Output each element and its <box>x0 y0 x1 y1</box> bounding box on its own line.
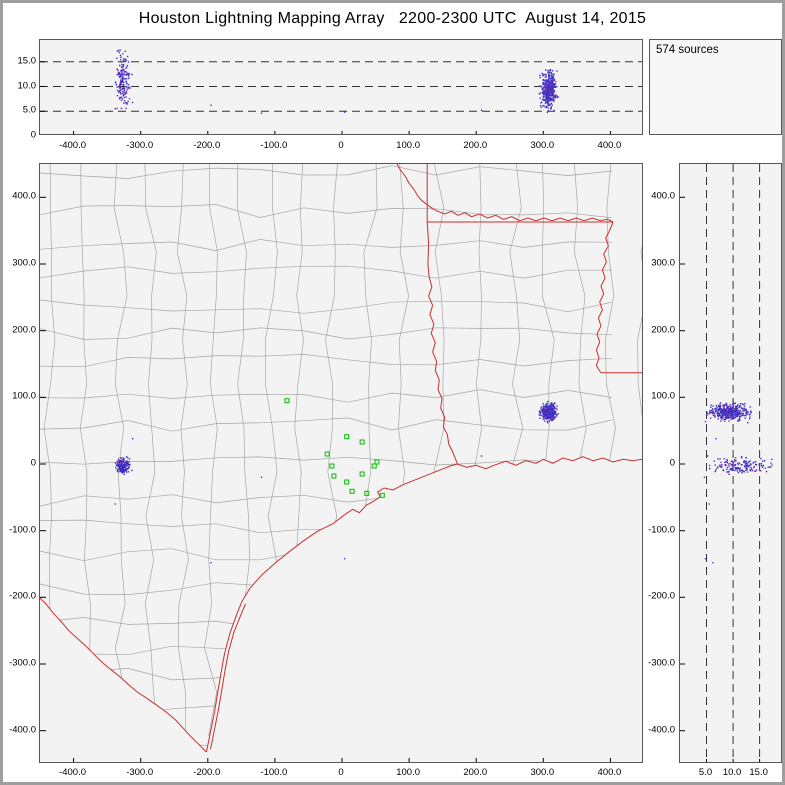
axis-tick-label: 100.0 <box>651 390 675 402</box>
axis-tick-label: -400.0 <box>59 140 87 151</box>
plan-view-map-canvas <box>40 164 642 762</box>
axis-tick-label: 10.0 <box>17 80 37 91</box>
axis-tick-label: -300.0 <box>126 140 154 151</box>
axis-tick-label: 300.0 <box>530 767 555 778</box>
altitude-ew-panel <box>39 39 643 135</box>
axis-tick-label: 5.0 <box>22 104 36 116</box>
axis-tick-label: -100.0 <box>9 524 36 536</box>
axis-tick-label: -200.0 <box>9 590 36 602</box>
axis-tick-label: 200.0 <box>463 767 488 778</box>
axis-tick-label: 15.0 <box>749 767 768 778</box>
axis-tick-label: 0 <box>30 457 36 469</box>
axis-tick-label: -200.0 <box>648 590 675 602</box>
plan-view-map-panel <box>39 163 643 763</box>
axis-tick-label: -400.0 <box>59 767 87 778</box>
axis-tick-label: -300.0 <box>126 767 154 778</box>
axis-tick-label: 0 <box>669 457 675 469</box>
page-title: Houston Lightning Mapping Array 2200-230… <box>138 10 647 27</box>
axis-tick-label: -300.0 <box>9 657 36 669</box>
axis-tick-label: 300.0 <box>651 257 675 269</box>
axis-tick-label: 5.0 <box>698 767 713 778</box>
axis-tick-label: 200.0 <box>651 324 675 336</box>
axis-tick-label: -400.0 <box>648 724 675 736</box>
axis-tick-label: 300.0 <box>530 140 555 151</box>
altitude-ew-canvas <box>40 49 642 134</box>
altitude-ns-canvas <box>680 164 773 762</box>
axis-tick-label: -200.0 <box>193 140 221 151</box>
axis-tick-label: 100.0 <box>396 140 420 151</box>
axis-tick-label: 100.0 <box>12 390 36 402</box>
axis-tick-label: 400.0 <box>597 140 622 151</box>
axis-tick-label: -300.0 <box>648 657 675 669</box>
sources-histogram-panel: 574 sources <box>649 39 782 135</box>
axis-tick-label: 300.0 <box>12 257 36 269</box>
axis-tick-label: -100.0 <box>648 524 675 536</box>
axis-tick-label: 200.0 <box>12 324 36 336</box>
axis-tick-label: 15.0 <box>17 55 37 67</box>
axis-tick-label: 0 <box>338 140 344 151</box>
sources-count-label: 574 sources <box>656 44 719 56</box>
axis-tick-label: -100.0 <box>260 767 288 778</box>
axis-tick-label: 0 <box>30 129 36 141</box>
axis-tick-label: 0 <box>338 767 344 778</box>
axis-tick-label: 100.0 <box>396 767 420 778</box>
axis-tick-label: -100.0 <box>260 140 288 151</box>
axis-tick-label: 200.0 <box>463 140 488 151</box>
axis-tick-label: 400.0 <box>597 767 622 778</box>
axis-tick-label: -400.0 <box>9 724 36 736</box>
altitude-ns-panel <box>679 163 782 763</box>
axis-tick-label: -200.0 <box>193 767 221 778</box>
axis-tick-label: 400.0 <box>12 190 36 202</box>
axis-tick-label: 400.0 <box>651 190 675 202</box>
axis-tick-label: 10.0 <box>722 767 742 778</box>
